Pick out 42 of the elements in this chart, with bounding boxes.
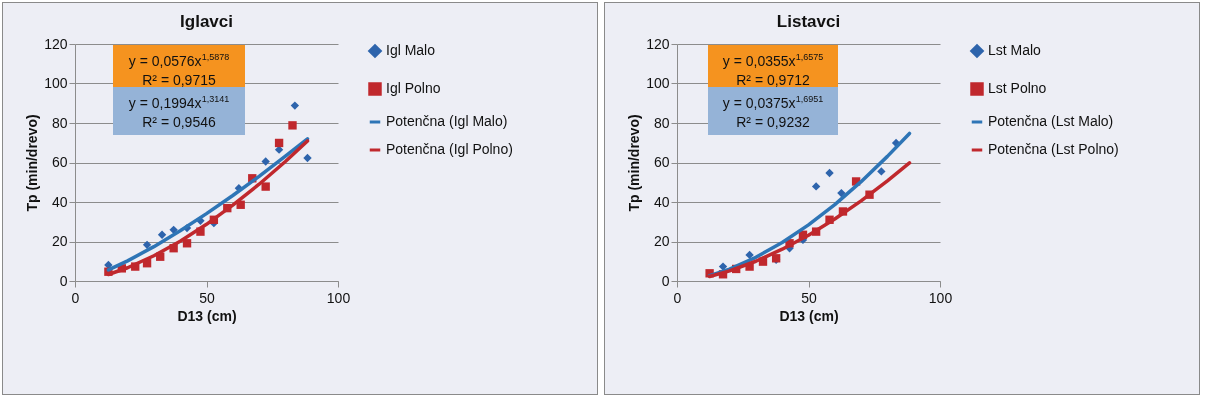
x-tick-label: 100 [928, 289, 953, 306]
chart-title: Listavci [776, 12, 841, 31]
x-tick-label: 100 [326, 289, 351, 306]
y-tick-label: 100 [646, 75, 670, 91]
y-tick-label: 20 [51, 233, 68, 249]
legend-label: Potenčna (Lst Polno) [988, 141, 1119, 157]
y-axis-title: Tp (min/drevo) [626, 114, 643, 212]
y-tick-label: 20 [653, 233, 670, 249]
legend-label: Lst Malo [988, 42, 1042, 58]
y-tick-label: 100 [44, 75, 68, 91]
x-tick-label: 50 [801, 289, 817, 306]
y-tick-label: 80 [51, 114, 68, 131]
y-axis-title: Tp (min/drevo) [24, 114, 41, 212]
y-tick-label: 0 [661, 272, 670, 289]
y-tick-label: 40 [51, 193, 68, 210]
x-axis-title: D13 (cm) [779, 307, 839, 324]
y-tick-label: 120 [646, 35, 670, 52]
legend-label: Potenčna (Lst Malo) [988, 113, 1114, 129]
legend-label: Lst Polno [988, 80, 1047, 96]
annotation: y = 0,0355x$^{1,6575}$ [722, 52, 824, 69]
annotation: R² = 0,9715 [142, 71, 216, 88]
annotation: y = 0,0375x$^{1,6951}$ [722, 94, 824, 111]
annotation: R² = 0,9712 [736, 71, 810, 88]
x-tick-label: 0 [673, 289, 682, 306]
x-tick-label: 50 [199, 289, 215, 306]
annotation: y = 0,0576x$^{1,5878}$ [128, 52, 230, 69]
annotation: y = 0,1994x$^{1,3141}$ [128, 94, 230, 111]
y-tick-label: 60 [51, 154, 68, 170]
y-tick-label: 60 [653, 154, 670, 170]
legend-label: Igl Malo [386, 42, 436, 58]
legend-label: Igl Polno [386, 80, 441, 96]
y-tick-label: 0 [59, 272, 68, 289]
y-tick-label: 80 [653, 114, 670, 131]
x-axis-title: D13 (cm) [177, 307, 237, 324]
legend-label: Potenčna (Igl Polno) [386, 141, 513, 157]
legend-label: Potenčna (Igl Malo) [386, 113, 508, 129]
annotation: R² = 0,9546 [142, 113, 216, 130]
y-tick-label: 120 [44, 35, 68, 52]
annotation: R² = 0,9232 [736, 113, 810, 130]
x-tick-label: 0 [71, 289, 80, 306]
chart-title: Iglavci [180, 12, 233, 31]
y-tick-label: 40 [653, 193, 670, 210]
